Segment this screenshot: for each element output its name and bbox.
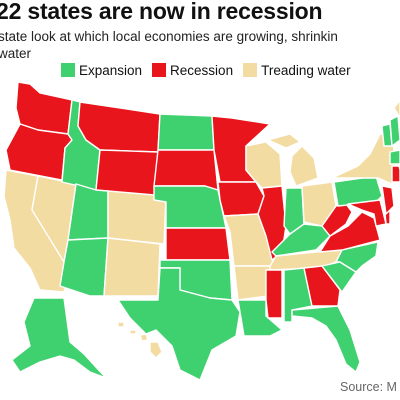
state-IL[interactable] <box>257 185 287 261</box>
state-MD[interactable] <box>347 199 387 227</box>
state-WY[interactable] <box>95 149 159 197</box>
state-NH[interactable] <box>389 115 400 147</box>
state-AK[interactable] <box>11 297 107 379</box>
state-WV[interactable] <box>321 203 353 237</box>
state-CT[interactable] <box>391 165 400 183</box>
source-credit: Source: M <box>340 380 397 394</box>
map-subtitle: state look at which local economies are … <box>0 28 338 62</box>
state-MS[interactable] <box>265 269 283 319</box>
legend-item-expansion: Expansion <box>61 63 142 78</box>
legend-label-treading-water: Treading water <box>261 62 351 78</box>
state-NM[interactable] <box>103 237 161 297</box>
subtitle-line-2: water <box>0 46 32 61</box>
legend-label-expansion: Expansion <box>79 62 143 78</box>
state-TX[interactable] <box>117 267 241 381</box>
state-NJ[interactable] <box>381 185 395 215</box>
subtitle-line-1: state look at which local economies are … <box>0 29 338 44</box>
legend-swatch-expansion <box>61 63 75 77</box>
legend: Expansion Recession Treading water <box>61 62 361 78</box>
legend-swatch-treading-water <box>243 63 258 77</box>
state-FL[interactable] <box>291 305 361 373</box>
state-VA[interactable] <box>319 211 381 253</box>
map-title: 22 states are now in recession <box>0 0 323 24</box>
state-IA[interactable] <box>217 181 265 217</box>
state-ME[interactable] <box>393 99 400 119</box>
state-ND[interactable] <box>157 113 215 151</box>
legend-item-treading-water: Treading water <box>243 63 351 78</box>
state-KS[interactable] <box>165 227 231 261</box>
state-AZ[interactable] <box>59 237 109 297</box>
state-HI[interactable] <box>117 321 163 359</box>
state-SD[interactable] <box>153 149 219 191</box>
state-GA[interactable] <box>303 265 341 307</box>
state-MA[interactable] <box>389 149 400 165</box>
legend-label-recession: Recession <box>170 62 234 78</box>
legend-swatch-recession <box>152 63 167 77</box>
legend-item-recession: Recession <box>152 63 233 78</box>
state-CO[interactable] <box>107 190 167 245</box>
state-MI[interactable] <box>267 133 319 187</box>
